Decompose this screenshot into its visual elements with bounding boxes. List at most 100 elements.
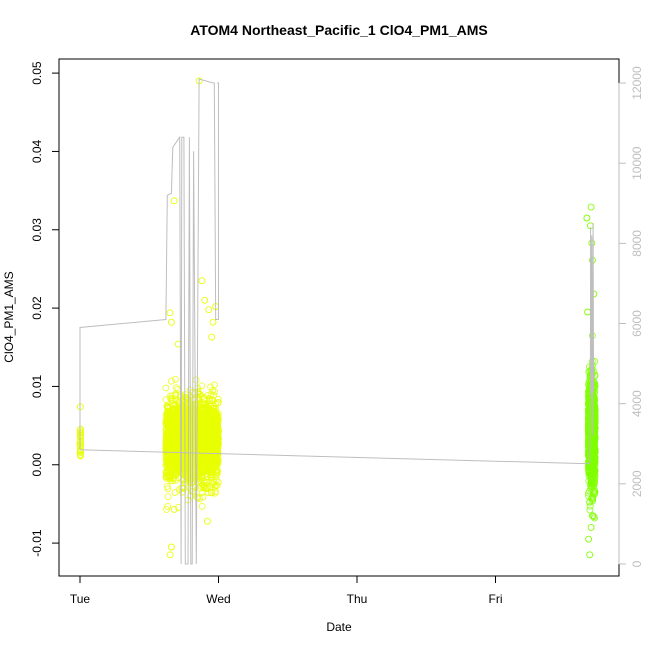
data-point — [166, 415, 173, 423]
data-point — [170, 197, 178, 205]
plot-frame — [58, 58, 620, 577]
data-point — [591, 486, 598, 494]
data-point — [165, 435, 173, 443]
data-point — [171, 489, 179, 496]
data-point — [584, 308, 592, 316]
data-point — [196, 416, 203, 424]
altitude-line-connector — [79, 449, 590, 465]
data-point — [203, 517, 211, 525]
data-point — [168, 405, 176, 413]
data-point — [211, 489, 219, 497]
data-point — [588, 495, 595, 503]
data-point — [203, 469, 211, 477]
data-point — [200, 410, 208, 418]
data-point — [209, 433, 217, 441]
data-point — [170, 406, 178, 414]
y-tick-label: 0.00 — [30, 453, 44, 477]
y2-tick-label: 8000 — [630, 230, 644, 257]
x-tick-label: Fri — [489, 592, 503, 606]
data-point — [179, 485, 187, 492]
data-point — [585, 437, 593, 445]
data-point — [588, 435, 596, 443]
data-point — [201, 426, 209, 434]
data-point — [204, 425, 212, 433]
data-point — [591, 372, 599, 379]
data-point — [201, 296, 209, 304]
data-point — [198, 393, 206, 401]
y-tick-label: 0.01 — [30, 374, 44, 398]
altitude-line-layer — [79, 78, 595, 565]
y-tick-label: 0.04 — [30, 139, 44, 163]
data-point — [192, 376, 200, 384]
data-point — [188, 487, 196, 495]
data-point — [163, 505, 170, 513]
data-point — [214, 399, 222, 407]
y2-tick-label: 0 — [630, 560, 644, 567]
data-point — [198, 426, 206, 434]
data-point — [196, 484, 204, 492]
data-point — [162, 384, 170, 392]
data-point — [198, 438, 206, 446]
data-point — [199, 493, 207, 501]
data-point — [163, 472, 171, 480]
data-point — [169, 396, 177, 404]
data-point — [170, 474, 178, 482]
chart-title: ATOM4 Northeast_Pacific_1 ClO4_PM1_AMS — [190, 22, 487, 38]
data-point — [591, 467, 599, 475]
y-tick-label: 0.05 — [30, 61, 44, 85]
data-point — [179, 439, 187, 447]
data-point — [163, 413, 171, 421]
data-point — [587, 413, 595, 421]
data-point — [198, 382, 206, 390]
data-point — [208, 410, 216, 418]
data-point — [164, 502, 172, 510]
data-point — [170, 505, 178, 513]
data-point — [587, 418, 595, 426]
data-point — [205, 306, 213, 314]
data-point — [198, 483, 206, 491]
data-point — [208, 333, 216, 341]
data-point — [171, 457, 178, 465]
data-point — [167, 463, 175, 471]
data-point — [589, 493, 597, 501]
y2-tick-label: 4000 — [630, 390, 644, 417]
data-point — [207, 478, 215, 486]
data-point — [209, 455, 217, 462]
data-point — [585, 489, 592, 497]
y-tick-label: 0.02 — [30, 296, 44, 320]
data-point — [77, 451, 85, 459]
data-point — [210, 403, 218, 411]
data-point — [586, 551, 594, 559]
point-cluster — [162, 77, 222, 559]
data-point — [209, 396, 217, 404]
x-axis: Tue Wed Thu Fri — [70, 575, 503, 606]
y2-tick-label: 2000 — [630, 470, 644, 497]
data-point — [198, 277, 206, 285]
x-axis-label: Date — [326, 620, 352, 634]
y2-tick-label: 6000 — [630, 310, 644, 337]
y2-axis: 0 2000 4000 6000 8000 10000 12000 — [618, 66, 644, 567]
data-point — [587, 404, 595, 412]
data-point — [211, 483, 219, 491]
data-point — [201, 455, 209, 463]
y-tick-label: 0.03 — [30, 218, 44, 242]
data-point — [183, 432, 191, 440]
data-point — [197, 463, 205, 470]
data-point — [169, 475, 177, 482]
data-point — [179, 465, 187, 473]
y2-tick-label: 12000 — [630, 66, 644, 100]
data-point — [586, 506, 594, 514]
data-point — [169, 433, 177, 441]
y-axis: -0.01 0.00 0.01 0.02 0.03 0.04 0.05 — [30, 61, 60, 557]
x-tick-label: Tue — [70, 592, 91, 606]
data-point — [209, 457, 217, 465]
data-point — [591, 454, 599, 462]
data-point — [164, 493, 172, 501]
data-point — [165, 428, 173, 436]
data-point — [590, 479, 598, 486]
data-point — [167, 414, 175, 422]
x-tick-label: Wed — [206, 592, 230, 606]
data-point — [167, 318, 175, 326]
data-point — [589, 512, 596, 520]
data-point — [198, 502, 206, 510]
